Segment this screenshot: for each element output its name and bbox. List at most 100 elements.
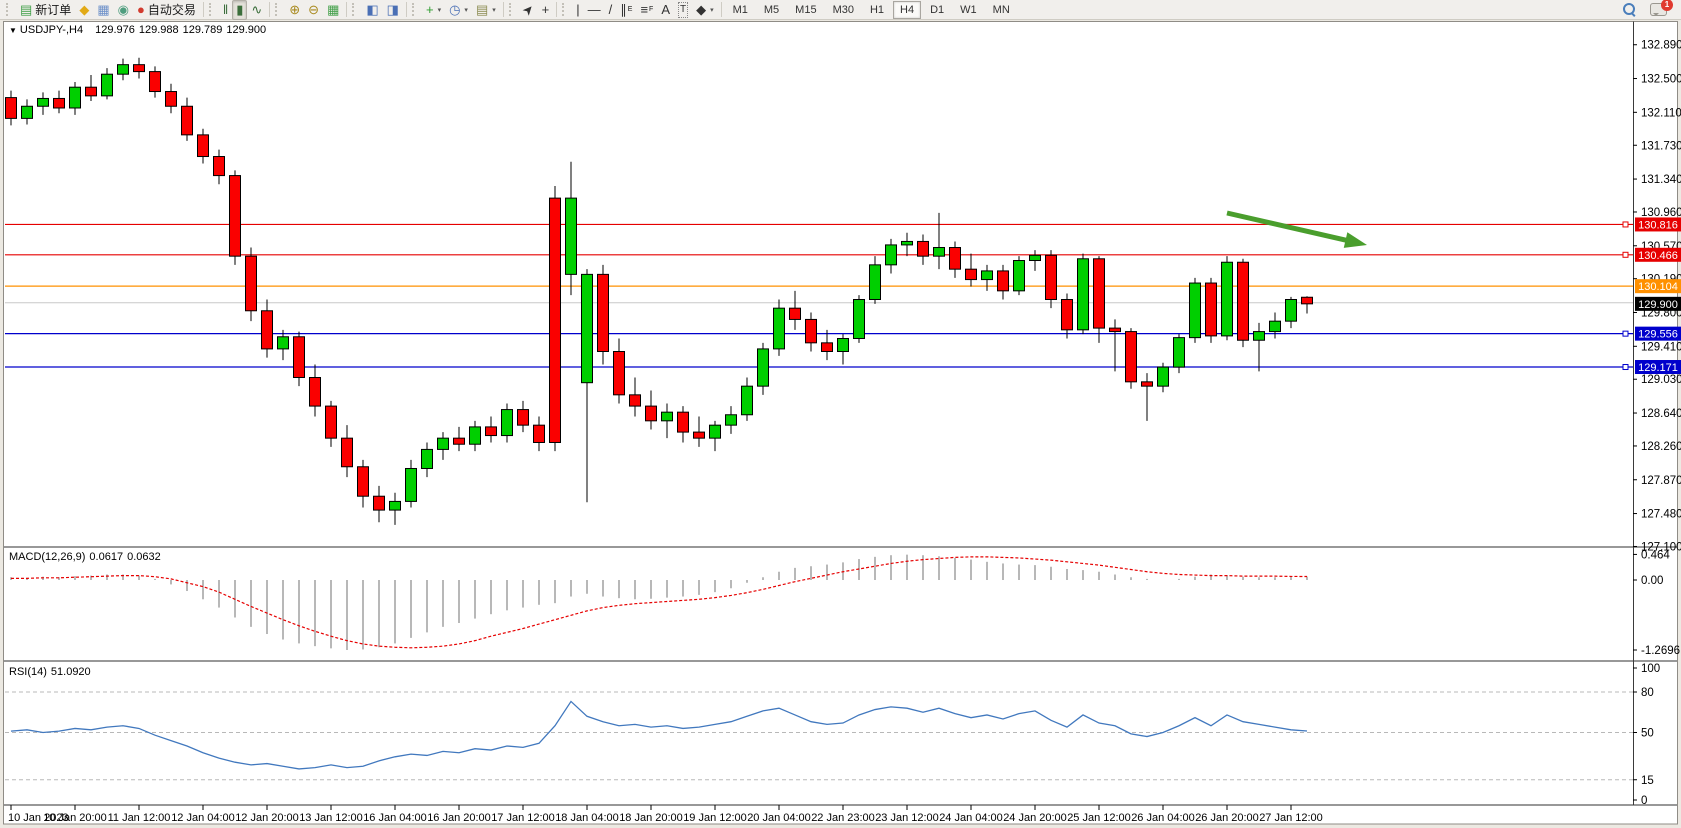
zoom-in-icon: ⊕ [289,1,301,17]
signal-icon: ◉ [117,1,129,17]
candle-body [1157,366,1169,387]
candle-body [53,97,65,109]
level-price-badge-text: 130.816 [1638,219,1678,231]
gold-chart-button[interactable]: ◆ [75,0,93,20]
templates-button[interactable]: ▤ ▾ [472,0,500,20]
date-tick-label: 17 Jan 12:00 [491,812,555,824]
level-price-badge-text: 129.171 [1638,362,1678,374]
search-icon[interactable] [1623,3,1636,17]
timeframe-m1-button[interactable]: M1 [732,3,748,16]
rsi-tick-label: 80 [1641,687,1654,699]
trend-arrow[interactable] [1226,210,1367,248]
candle-body [581,273,593,384]
autotrading-button[interactable]: ● 自动交易 [133,0,200,20]
chevron-down-icon[interactable]: ▾ [710,6,714,14]
line-chart-button[interactable]: ∿ [247,0,266,20]
ohlc-bars-icon: ‖ [222,1,229,17]
equidistant-channel-icon-sub: E [627,6,633,13]
horizontal-levels[interactable] [5,221,1633,371]
line-handle-icon[interactable] [1622,221,1629,228]
date-tick-label: 13 Jan 12:00 [299,812,363,824]
chevron-down-icon[interactable]: ▾ [437,6,442,14]
candle-body [21,105,33,119]
zoom-in-button[interactable]: ⊕ [285,0,304,20]
candle-body [917,240,929,257]
signals-button[interactable]: ◉ [114,0,133,20]
clock-icon: ◷ [449,1,461,17]
shapes-button[interactable]: ◆ ▾ [692,0,718,20]
rsi-name: RSI(14) [9,666,47,678]
market-depth-button[interactable]: ▦ [93,0,113,20]
text-icon: A [661,1,670,17]
timeframe-w1-button[interactable]: W1 [960,3,977,16]
timeframe-h1-button[interactable]: H1 [869,3,885,16]
timeframe-h4-button[interactable]: H4 [893,0,922,19]
add-indicator-button[interactable]: + ▾ [422,0,445,20]
line-handle-icon[interactable] [1622,364,1629,371]
symbol-dropdown-icon[interactable]: ▼ [9,26,17,35]
text-button[interactable]: A [657,0,674,20]
candle-body [949,247,961,270]
ohlc-close: 129.900 [226,24,267,36]
candle-body [309,376,321,407]
ohlc-high: 129.988 [138,24,179,36]
candle-body [1045,254,1057,301]
price-tick-label: 131.730 [1641,140,1681,152]
chat-icon[interactable]: 1 [1650,0,1673,16]
vertical-line-button[interactable]: | [572,0,583,20]
candle-body [901,240,913,246]
line-handle-icon[interactable] [1622,330,1629,337]
text-label-button[interactable]: T [674,0,692,20]
bar-chart-button[interactable]: ‖ [219,0,232,20]
auto-scroll-icon: ◧ [366,1,379,17]
candle-body [181,105,193,136]
candle-body [373,495,385,511]
crosshair-button[interactable]: + [538,0,554,20]
candle-body [1125,331,1137,383]
price-tick-label: 131.340 [1641,174,1681,186]
candle-body [741,385,753,416]
current-price-badge [1635,296,1681,311]
candle-body [1237,261,1249,341]
candle-body [1221,261,1233,337]
arrow-head-icon[interactable] [1343,232,1367,248]
chevron-down-icon[interactable]: ▾ [492,6,496,14]
price-tick-label: 132.110 [1641,107,1681,119]
new-order-button[interactable]: ▤ 新订单 [16,0,75,20]
auto-scroll-button[interactable]: ◧ [362,0,382,20]
candle-body [645,405,657,422]
tile-windows-button[interactable]: ▦ [323,0,343,20]
timeframe-m15-button[interactable]: M15 [795,3,817,16]
candle-body [565,197,577,275]
candle-body [1061,299,1073,331]
fibonacci-button[interactable]: ≡ F [636,0,657,20]
cursor-button[interactable]: ➤ [519,0,538,20]
zoom-out-button[interactable]: ⊖ [304,0,323,20]
timeframe-m5-button[interactable]: M5 [763,3,780,16]
trendline-button[interactable]: / [605,0,617,20]
date-tick-label: 10 Jan 20:00 [43,812,107,824]
candlestick-button[interactable]: ▮ [232,0,248,20]
candle-body [933,247,945,257]
line-handle-icon[interactable] [1622,251,1629,258]
arrow-shaft[interactable] [1226,210,1352,244]
horizontal-line-button[interactable]: — [584,0,605,20]
level-price-badge [1635,360,1681,375]
chart-shift-button[interactable]: ◨ [383,0,403,20]
timeframe-m30-button[interactable]: M30 [832,3,854,16]
candle-body [69,86,81,109]
candle-body [869,264,881,301]
timeframe-mn-button[interactable]: MN [992,3,1010,16]
candle-body [245,255,257,312]
date-tick-label: 18 Jan 20:00 [619,812,683,824]
date-tick-label: 25 Jan 12:00 [1067,812,1131,824]
channel-button[interactable]: ∥ E [616,0,636,20]
chevron-down-icon[interactable]: ▾ [464,6,468,14]
timeframe-d1-button[interactable]: D1 [930,3,945,16]
price-axis: 132.890 132.500 132.110 131.730 131.340 130.9… [1633,40,1681,553]
zoom-out-icon: ⊖ [308,1,320,17]
periods-button[interactable]: ◷ ▾ [445,0,472,20]
date-tick-label: 27 Jan 12:00 [1259,812,1323,824]
